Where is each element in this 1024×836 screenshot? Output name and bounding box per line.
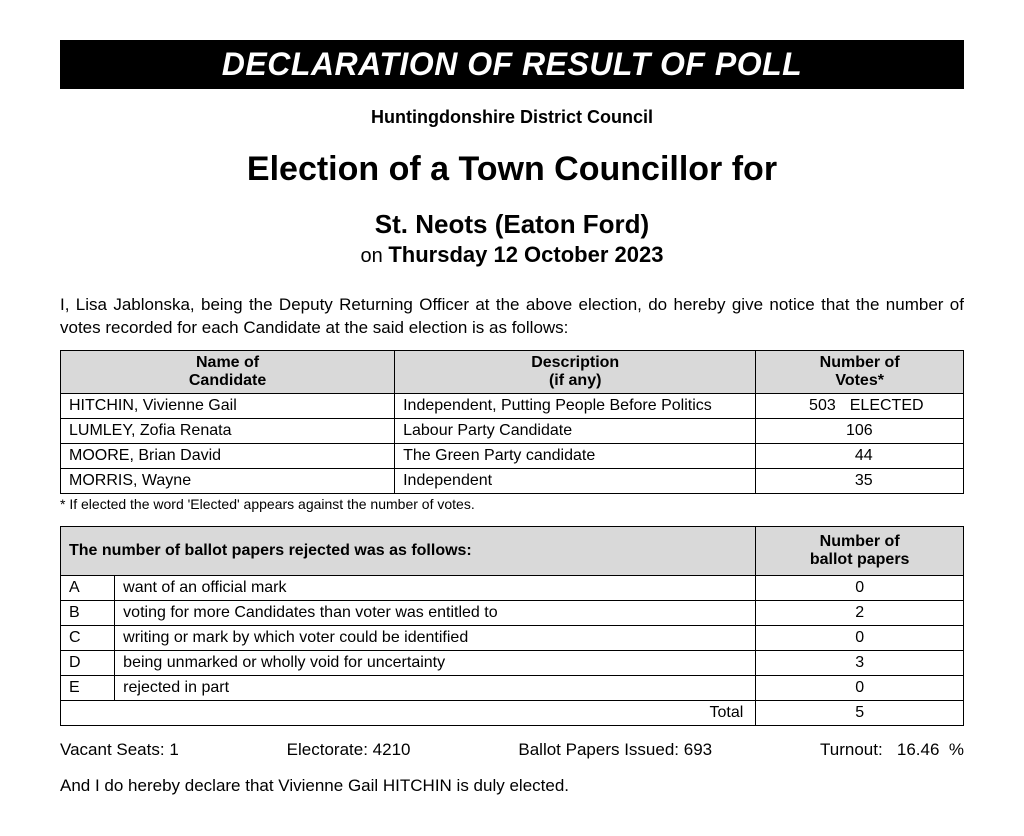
candidate-name: MOORE, Brian David bbox=[61, 443, 395, 468]
table-row: D being unmarked or wholly void for unce… bbox=[61, 650, 964, 675]
candidate-votes: 106 bbox=[756, 418, 964, 443]
reject-count: 0 bbox=[756, 625, 964, 650]
table-row: MORRIS, Wayne Independent 35 bbox=[61, 468, 964, 493]
candidate-desc: Labour Party Candidate bbox=[395, 418, 756, 443]
results-table: Name of Candidate Description (if any) N… bbox=[60, 350, 964, 494]
reject-count: 0 bbox=[756, 575, 964, 600]
table-row: C writing or mark by which voter could b… bbox=[61, 625, 964, 650]
declaration-text: And I do hereby declare that Vivienne Ga… bbox=[60, 776, 964, 796]
election-title: Election of a Town Councillor for bbox=[60, 150, 964, 189]
turnout: Turnout: 16.46 % bbox=[820, 740, 964, 760]
candidate-desc: Independent, Putting People Before Polit… bbox=[395, 393, 756, 418]
candidate-desc: The Green Party candidate bbox=[395, 443, 756, 468]
table-row: A want of an official mark 0 bbox=[61, 575, 964, 600]
candidate-name: MORRIS, Wayne bbox=[61, 468, 395, 493]
table-row: E rejected in part 0 bbox=[61, 675, 964, 700]
reject-letter: B bbox=[61, 600, 115, 625]
declaration-banner: DECLARATION OF RESULT OF POLL bbox=[60, 40, 964, 89]
reject-reason: want of an official mark bbox=[115, 575, 756, 600]
reject-count: 2 bbox=[756, 600, 964, 625]
candidate-name: LUMLEY, Zofia Renata bbox=[61, 418, 395, 443]
council-name: Huntingdonshire District Council bbox=[60, 107, 964, 128]
reject-reason: voting for more Candidates than voter wa… bbox=[115, 600, 756, 625]
candidate-votes: 503ELECTED bbox=[756, 393, 964, 418]
stats-row: Vacant Seats: 1 Electorate: 4210 Ballot … bbox=[60, 740, 964, 760]
results-header-votes: Number of Votes* bbox=[756, 350, 964, 393]
reject-letter: E bbox=[61, 675, 115, 700]
candidate-votes: 35 bbox=[756, 468, 964, 493]
reject-letter: C bbox=[61, 625, 115, 650]
rejected-table: The number of ballot papers rejected was… bbox=[60, 526, 964, 726]
reject-reason: writing or mark by which voter could be … bbox=[115, 625, 756, 650]
reject-reason: rejected in part bbox=[115, 675, 756, 700]
rejected-total-value: 5 bbox=[756, 700, 964, 725]
officer-notice: I, Lisa Jablonska, being the Deputy Retu… bbox=[60, 294, 964, 340]
table-row: LUMLEY, Zofia Renata Labour Party Candid… bbox=[61, 418, 964, 443]
reject-reason: being unmarked or wholly void for uncert… bbox=[115, 650, 756, 675]
rejected-total-row: Total 5 bbox=[61, 700, 964, 725]
ballots-issued: Ballot Papers Issued: 693 bbox=[518, 740, 712, 760]
election-date: Thursday 12 October 2023 bbox=[388, 242, 663, 267]
election-date-line: on Thursday 12 October 2023 bbox=[60, 242, 964, 268]
date-prefix: on bbox=[361, 245, 389, 267]
rejected-total-label: Total bbox=[61, 700, 756, 725]
results-header-name: Name of Candidate bbox=[61, 350, 395, 393]
electorate: Electorate: 4210 bbox=[287, 740, 411, 760]
results-header-desc: Description (if any) bbox=[395, 350, 756, 393]
table-row: HITCHIN, Vivienne Gail Independent, Putt… bbox=[61, 393, 964, 418]
reject-count: 0 bbox=[756, 675, 964, 700]
rejected-title: The number of ballot papers rejected was… bbox=[61, 526, 756, 575]
table-row: B voting for more Candidates than voter … bbox=[61, 600, 964, 625]
reject-letter: A bbox=[61, 575, 115, 600]
vacant-seats: Vacant Seats: 1 bbox=[60, 740, 179, 760]
candidate-desc: Independent bbox=[395, 468, 756, 493]
results-footnote: * If elected the word 'Elected' appears … bbox=[60, 496, 964, 512]
rejected-count-header: Number of ballot papers bbox=[756, 526, 964, 575]
reject-letter: D bbox=[61, 650, 115, 675]
reject-count: 3 bbox=[756, 650, 964, 675]
table-row: MOORE, Brian David The Green Party candi… bbox=[61, 443, 964, 468]
candidate-name: HITCHIN, Vivienne Gail bbox=[61, 393, 395, 418]
ward-name: St. Neots (Eaton Ford) bbox=[60, 209, 964, 240]
candidate-votes: 44 bbox=[756, 443, 964, 468]
